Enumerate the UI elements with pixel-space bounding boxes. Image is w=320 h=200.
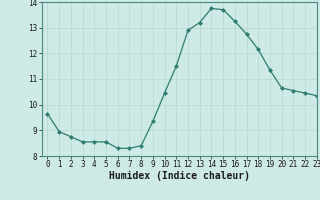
X-axis label: Humidex (Indice chaleur): Humidex (Indice chaleur) [109,171,250,181]
